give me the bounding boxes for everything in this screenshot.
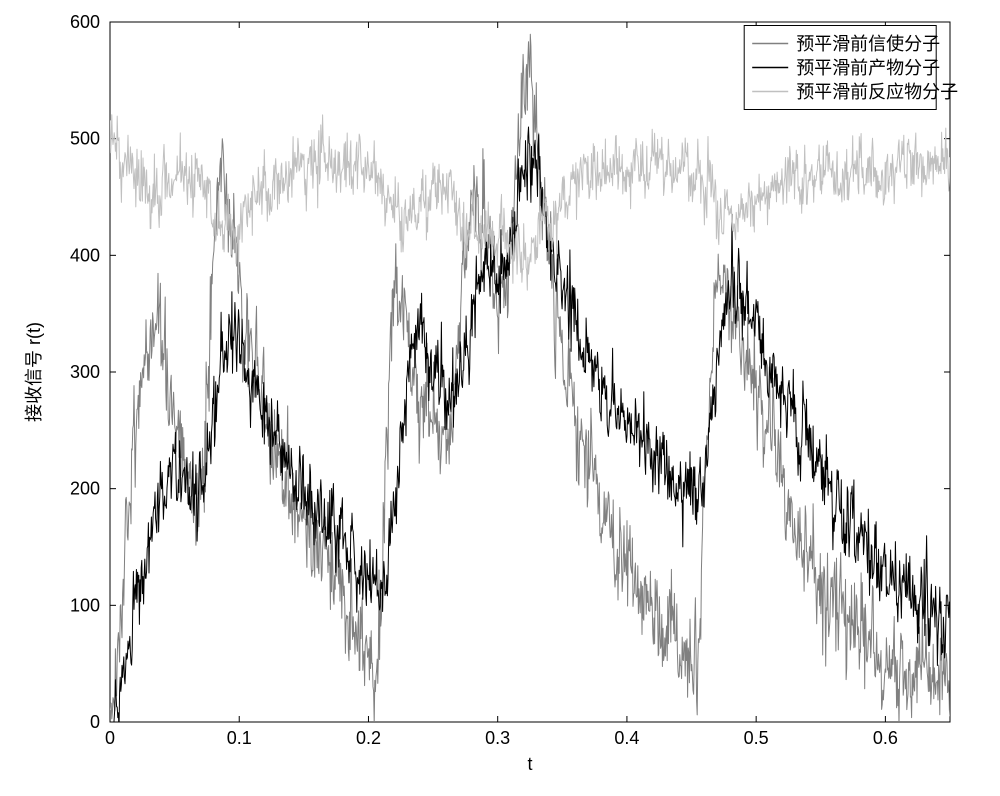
legend-label-messenger: 预平滑前信使分子 [796, 34, 940, 54]
series-group [110, 34, 950, 749]
legend-label-reactant: 预平滑前反应物分子 [796, 82, 958, 102]
y-tick-label: 500 [70, 129, 100, 149]
x-tick-label: 0.3 [485, 728, 510, 748]
y-tick-label: 400 [70, 245, 100, 265]
x-tick-label: 0.5 [744, 728, 769, 748]
y-tick-label: 200 [70, 479, 100, 499]
legend-label-product: 预平滑前产物分子 [796, 58, 940, 78]
x-tick-label: 0 [105, 728, 115, 748]
chart-container: 0 0.1 0.2 0.3 0.4 0.5 0.6 0 100 200 300 400 500 600 t 接… [0, 0, 1000, 796]
plot-box [110, 22, 950, 722]
chart-svg: 0 0.1 0.2 0.3 0.4 0.5 0.6 0 100 200 300 400 500 600 t 接… [0, 0, 1000, 796]
y-tick-label: 100 [70, 595, 100, 615]
x-tick-label: 0.6 [873, 728, 898, 748]
y-axis-label: 接收信号 r(t) [24, 322, 44, 422]
x-tick-label: 0.1 [227, 728, 252, 748]
y-tick-label: 600 [70, 12, 100, 32]
series-reactant [110, 115, 950, 290]
x-tick-label: 0.4 [614, 728, 639, 748]
legend: 预平滑前信使分子预平滑前产物分子预平滑前反应物分子 [744, 26, 958, 110]
x-tick-label: 0.2 [356, 728, 381, 748]
series-product [110, 127, 950, 749]
y-tick-label: 0 [90, 712, 100, 732]
x-axis-label: t [527, 754, 532, 774]
series-messenger [110, 34, 950, 724]
y-tick-label: 300 [70, 362, 100, 382]
